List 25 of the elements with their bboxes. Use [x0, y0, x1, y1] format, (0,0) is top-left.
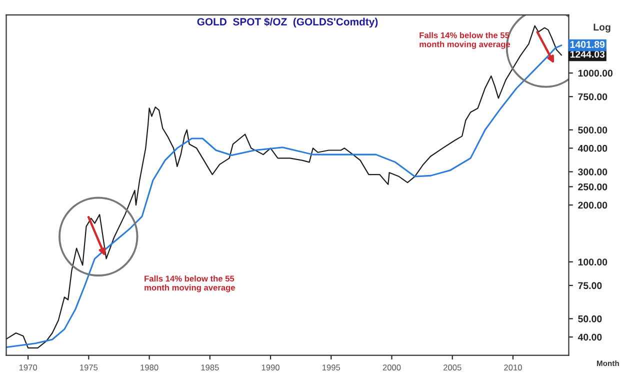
x-tick-label: 1980 [140, 364, 158, 370]
text: Log [594, 24, 610, 33]
y-tick-label: 250.00 [578, 183, 608, 190]
y-tick-label: 300.00 [578, 168, 608, 176]
y-tick-label: 500.00 [578, 126, 608, 134]
y-tick-label: 40.00 [578, 334, 602, 341]
x-tick-label: 2000 [382, 364, 401, 370]
y-tick-label: 50.00 [578, 315, 602, 322]
x-tick-label: 1985 [201, 364, 219, 370]
x-tick-label: 1970 [19, 364, 38, 370]
y-tick-label: 75.00 [578, 282, 602, 290]
annotation: Falls 14% below the 55 month moving average [144, 275, 235, 292]
y-tick-label: 1000.00 [578, 70, 613, 77]
chart-title: GOLD SPOT $/OZ (GOLDS'Comdty) [197, 18, 378, 28]
data-label: 1244.03 [570, 50, 605, 58]
x-tick-label: 1990 [262, 364, 280, 370]
y-tick-label: 400.00 [578, 144, 608, 152]
x-tick-label: 2005 [444, 364, 462, 370]
x-tick-label: 1975 [80, 364, 98, 370]
data-label: 1401.89 [570, 41, 605, 48]
y-tick-label: 100.00 [578, 258, 608, 266]
y-tick-label: 750.00 [578, 93, 608, 100]
x-tick-label: 1995 [322, 364, 340, 370]
x-tick-label: 2010 [504, 364, 522, 370]
y-tick-label: 200.00 [578, 202, 608, 209]
